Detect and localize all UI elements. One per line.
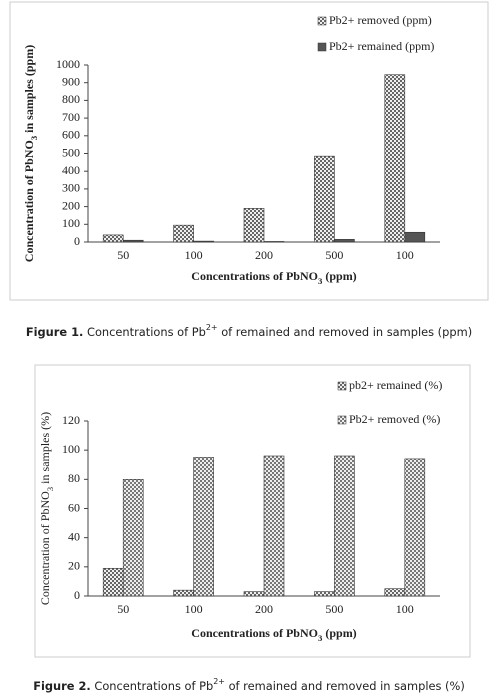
y-tick-label: 800 [62,92,80,106]
legend-swatch [317,42,327,52]
x-tick-label: 100 [185,248,203,262]
legend-swatch [337,381,347,391]
text-part: in samples (%) [38,412,52,487]
legend-swatch [337,415,347,425]
y-tick-label: 200 [62,198,80,212]
y-tick-label: 700 [62,110,80,124]
y-tick-label: 0 [74,234,80,248]
legend-label: Pb2+ removed (ppm) [329,13,432,27]
text-part: 3 [318,276,323,286]
y-tick-label: 20 [68,559,80,573]
text-part: of remained and removed in samples (ppm) [218,325,473,339]
bar [263,455,285,597]
x-axis-label: Concentrations of PbNO3 (ppm) [191,269,356,286]
bar [314,591,335,597]
bar [243,591,265,597]
bar [263,241,285,243]
x-tick-label: 100 [396,248,414,262]
bar [102,234,124,243]
bar [122,479,144,597]
y-axis-label: Concentration of PbNO3 in samples (ppm) [22,45,39,262]
bar [122,239,144,243]
legend-label: Pb2+ removed (%) [349,412,440,426]
y-tick-label: 60 [68,500,80,514]
bar [193,240,214,243]
text-part: 3 [45,486,55,491]
legend-label: pb2+ remained (%) [349,378,442,392]
text-part: 2+ [206,323,218,332]
bar [334,455,355,597]
bar [243,208,265,243]
y-tick-label: 100 [62,216,80,230]
caption-label: Figure 1. [26,325,84,339]
y-tick-label: 40 [68,529,80,543]
x-tick-label: 200 [255,248,273,262]
y-tick-label: 0 [74,588,80,602]
legend-swatch [317,16,327,26]
text-part: Concentrations of PbNO [191,269,318,283]
text-part: Concentrations of Pb [94,679,213,693]
y-tick-label: 400 [62,163,80,177]
bar [193,457,214,597]
caption-label: Figure 2. [33,679,91,693]
text-part: Concentrations of PbNO [191,626,318,640]
text-part: 2+ [213,677,225,686]
y-tick-label: 80 [68,471,80,485]
x-tick-label: 100 [396,602,414,616]
y-tick-label: 120 [62,413,80,427]
text-part: of remained and removed in samples (%) [225,679,465,693]
bar [404,231,426,243]
text-part: 3 [29,135,39,140]
text-part: (ppm) [322,626,356,640]
y-tick-label: 900 [62,74,80,88]
x-tick-label: 50 [117,248,129,262]
x-tick-label: 500 [325,602,343,616]
figure-caption: Figure 1. Concentrations of Pb2+ of rema… [26,323,472,339]
y-tick-label: 500 [62,145,80,159]
bar [384,74,406,243]
bar [314,155,335,243]
x-tick-label: 100 [185,602,203,616]
y-tick-label: 600 [62,128,80,142]
x-tick-label: 200 [255,602,273,616]
text-part: Concentration of PbNO [38,491,52,605]
legend-label: Pb2+ remained (ppm) [329,39,434,53]
y-axis-label: Concentration of PbNO3 in samples (%) [38,412,55,605]
bar [102,567,124,597]
y-tick-label: 100 [62,442,80,456]
y-tick-label: 1000 [56,57,80,71]
bar [173,224,194,243]
figure-frame [9,1,489,301]
text-part: Concentration of PbNO [22,140,36,262]
figure-frame [34,364,471,658]
figure-caption: Figure 2. Concentrations of Pb2+ of rema… [33,677,465,693]
bar [404,458,426,597]
bar [173,589,194,597]
x-tick-label: 50 [117,602,129,616]
bar [334,239,355,243]
x-axis-label: Concentrations of PbNO3 (ppm) [191,626,356,643]
y-tick-label: 300 [62,181,80,195]
text-part: (ppm) [322,269,356,283]
text-part: in samples (ppm) [22,45,36,136]
x-tick-label: 500 [325,248,343,262]
bar [384,588,406,597]
text-part: Concentrations of Pb [87,325,206,339]
text-part: 3 [318,633,323,643]
